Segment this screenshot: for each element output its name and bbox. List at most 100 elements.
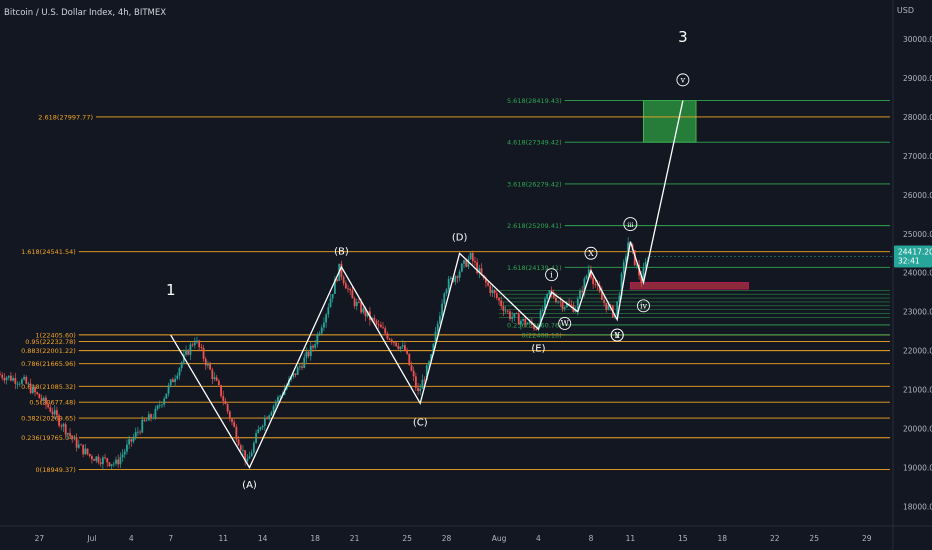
candle-body	[167, 385, 170, 394]
candle-body	[636, 264, 638, 266]
candle-body	[318, 333, 321, 335]
candle-body	[432, 343, 435, 355]
candle-body	[489, 285, 492, 293]
wave-label-circle	[610, 328, 624, 342]
candle-body	[53, 410, 56, 415]
candle-body	[136, 431, 139, 433]
candle-body	[64, 424, 67, 435]
x-tick-label: 27	[35, 534, 45, 543]
candle-body	[445, 289, 448, 294]
wave-label: iii	[627, 221, 633, 229]
candle-body	[163, 398, 166, 405]
candle-body	[233, 422, 236, 427]
y-tick-label: 21000.00	[903, 386, 932, 395]
candle-body	[447, 279, 450, 290]
y-tick-label: 19000.00	[903, 464, 932, 473]
candle-body	[366, 311, 369, 317]
candle-body	[397, 346, 400, 349]
candle-body	[605, 303, 608, 310]
x-tick-label: 18	[310, 534, 320, 543]
target-zone	[642, 100, 697, 143]
candle-body	[347, 288, 349, 290]
y-tick-label: 27000.00	[903, 152, 932, 161]
candle-body	[123, 451, 126, 455]
candle-body	[42, 397, 45, 401]
candle-body	[382, 327, 384, 329]
fib-extension-label: 5.618(28419.43)	[507, 97, 562, 105]
candle-body	[594, 284, 597, 285]
candle-body	[607, 305, 610, 310]
candle-body	[226, 404, 229, 412]
candle-body	[463, 260, 465, 264]
candle-body	[25, 376, 28, 384]
x-tick-label: 28	[442, 534, 452, 543]
candle-body	[443, 293, 446, 304]
candle-body	[469, 252, 472, 259]
candle-body	[406, 350, 409, 354]
candle-body	[217, 380, 220, 386]
fib-level-label: 0.95(22232.78)	[25, 338, 76, 346]
candle-body	[268, 415, 271, 420]
candle-body	[520, 320, 522, 325]
candle-body	[292, 373, 295, 377]
candle-body	[228, 411, 231, 419]
wave-label: i	[550, 270, 553, 279]
candle-body	[45, 397, 47, 405]
candle-body	[110, 464, 113, 466]
candle-body	[627, 242, 630, 257]
candle-body	[303, 357, 306, 368]
candle-body	[535, 329, 538, 330]
candle-body	[487, 282, 489, 286]
candle-body	[548, 290, 551, 294]
candle-body	[193, 342, 196, 346]
candle-body	[509, 311, 511, 319]
candle-body	[471, 252, 474, 261]
candle-body	[132, 437, 135, 442]
candle-body	[51, 411, 54, 415]
candle-body	[272, 406, 275, 413]
candle-body	[480, 268, 483, 275]
candle-body	[187, 350, 190, 355]
x-tick-label: Jul	[86, 534, 96, 543]
candle-body	[75, 437, 78, 448]
candle-body	[154, 408, 157, 418]
candle-body	[180, 362, 183, 369]
candle-body	[441, 303, 444, 316]
candle-body	[169, 379, 172, 386]
candle-body	[14, 377, 17, 384]
x-tick-label: 11	[626, 534, 636, 543]
candle-body	[329, 298, 332, 308]
fib-level-label: 2.618(27997.77)	[38, 113, 93, 121]
fib-level-label: 1(22405.60)	[36, 331, 76, 339]
candle-body	[408, 353, 411, 366]
candle-body	[66, 433, 69, 435]
fib-level-label: 1.618(24541.54)	[21, 248, 76, 256]
candle-body	[320, 327, 323, 334]
candle-body	[587, 269, 590, 276]
x-tick-label: 18	[718, 534, 728, 543]
candle-body	[421, 379, 424, 389]
candle-body	[126, 444, 128, 452]
candle-body	[524, 318, 527, 325]
candle-body	[576, 298, 579, 311]
candle-body	[204, 358, 207, 366]
candle-body	[616, 301, 619, 316]
candle-body	[312, 345, 314, 348]
candle-body	[257, 429, 260, 434]
x-tick-label: 22	[770, 534, 780, 543]
candle-body	[456, 276, 459, 278]
candle-body	[546, 293, 549, 299]
last-price-value: 24417.20	[898, 247, 932, 256]
elliott-wave-path	[170, 100, 684, 469]
candle-body	[112, 463, 115, 465]
x-tick-label: 14	[258, 534, 268, 543]
candle-body	[583, 278, 586, 293]
candle-body	[191, 344, 194, 346]
candle-body	[555, 297, 557, 303]
candle-body	[401, 345, 404, 347]
candle-body	[220, 385, 222, 397]
candle-body	[600, 291, 603, 300]
y-tick-label: 20000.00	[903, 425, 932, 434]
